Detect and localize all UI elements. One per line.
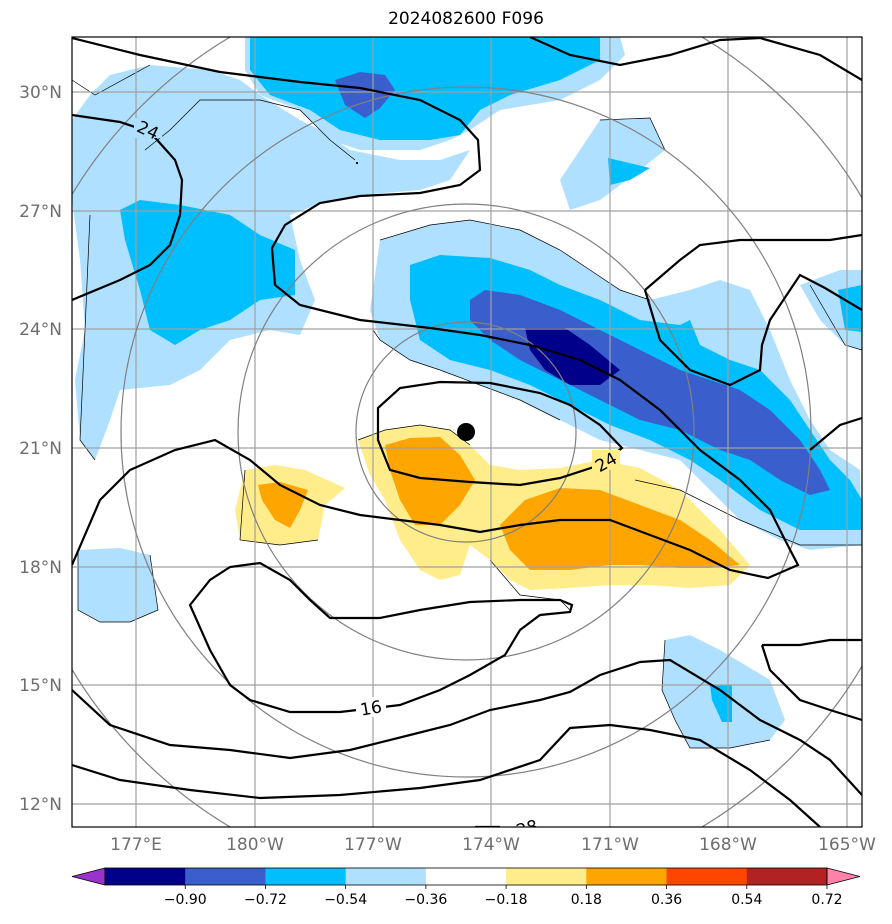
shading-neg-strong xyxy=(525,328,620,385)
contour-label: 16 xyxy=(359,697,384,720)
map-title: 2024082600 F096 xyxy=(388,9,544,29)
shading-outlines xyxy=(72,64,862,749)
colorbar-tick-label: 0.18 xyxy=(571,892,602,908)
lat-label: 18°N xyxy=(19,558,62,578)
map-frame xyxy=(71,36,863,828)
stray-mark xyxy=(356,162,358,164)
lon-label: 174°W xyxy=(462,835,520,855)
lat-label: 27°N xyxy=(19,202,62,222)
storm-center-marker xyxy=(457,423,475,441)
colorbar-swatch xyxy=(425,868,507,885)
lon-label: 168°W xyxy=(699,835,757,855)
longitude-axis: 177°E 180°W 177°W 174°W 171°W 168°W 165°… xyxy=(110,835,876,855)
colorbar-tick-label: −0.72 xyxy=(244,892,287,908)
colorbar-swatch xyxy=(666,868,748,885)
lon-label: 177°W xyxy=(344,835,402,855)
colorbar-swatch xyxy=(746,868,828,885)
lat-label: 21°N xyxy=(19,439,62,459)
colorbar-swatch xyxy=(506,868,587,885)
lon-label: 180°W xyxy=(226,835,284,855)
colorbar-extend-low xyxy=(71,867,106,886)
latitude-axis: 30°N 27°N 24°N 21°N 18°N 15°N 12°N xyxy=(19,83,62,815)
colorbar-tick-label: −0.18 xyxy=(485,892,528,908)
colorbar-outline xyxy=(104,867,828,886)
lon-label: 177°E xyxy=(110,835,162,855)
colorbar-swatch xyxy=(586,868,668,885)
colorbar-tick-label: 0.54 xyxy=(731,892,762,908)
colorbar-tick-label: −0.54 xyxy=(324,892,367,908)
lon-label: 171°W xyxy=(581,835,639,855)
colorbar-swatch xyxy=(345,868,427,885)
lon-label: 165°W xyxy=(818,835,876,855)
colorbar-tick-label: −0.90 xyxy=(164,892,207,908)
lat-label: 15°N xyxy=(19,676,62,696)
height-contours xyxy=(72,37,862,827)
colorbar-swatch xyxy=(265,868,347,885)
colorbar-tick-label: 0.36 xyxy=(651,892,682,908)
colorbar-swatch xyxy=(105,868,186,885)
lat-label: 24°N xyxy=(19,320,62,340)
lat-label: 30°N xyxy=(19,83,62,103)
colorbar-tick-label: 0.72 xyxy=(811,892,842,908)
colorbar-swatch xyxy=(185,868,266,885)
contour-label-group: 24 24 16 28 xyxy=(134,117,621,842)
shading-pos-mid xyxy=(258,437,740,570)
colorbar-extend-high xyxy=(826,867,861,886)
map-plot-area: 24 24 16 28 xyxy=(72,37,862,842)
lat-label: 12°N xyxy=(19,795,62,815)
colorbar: −0.90 −0.72 −0.54 −0.36 −0.18 0.18 0.36 0.54 0.7… xyxy=(71,867,892,908)
colorbar-tick-label: −0.36 xyxy=(404,892,447,908)
range-rings xyxy=(72,37,862,827)
contour-label: 28 xyxy=(514,817,540,842)
